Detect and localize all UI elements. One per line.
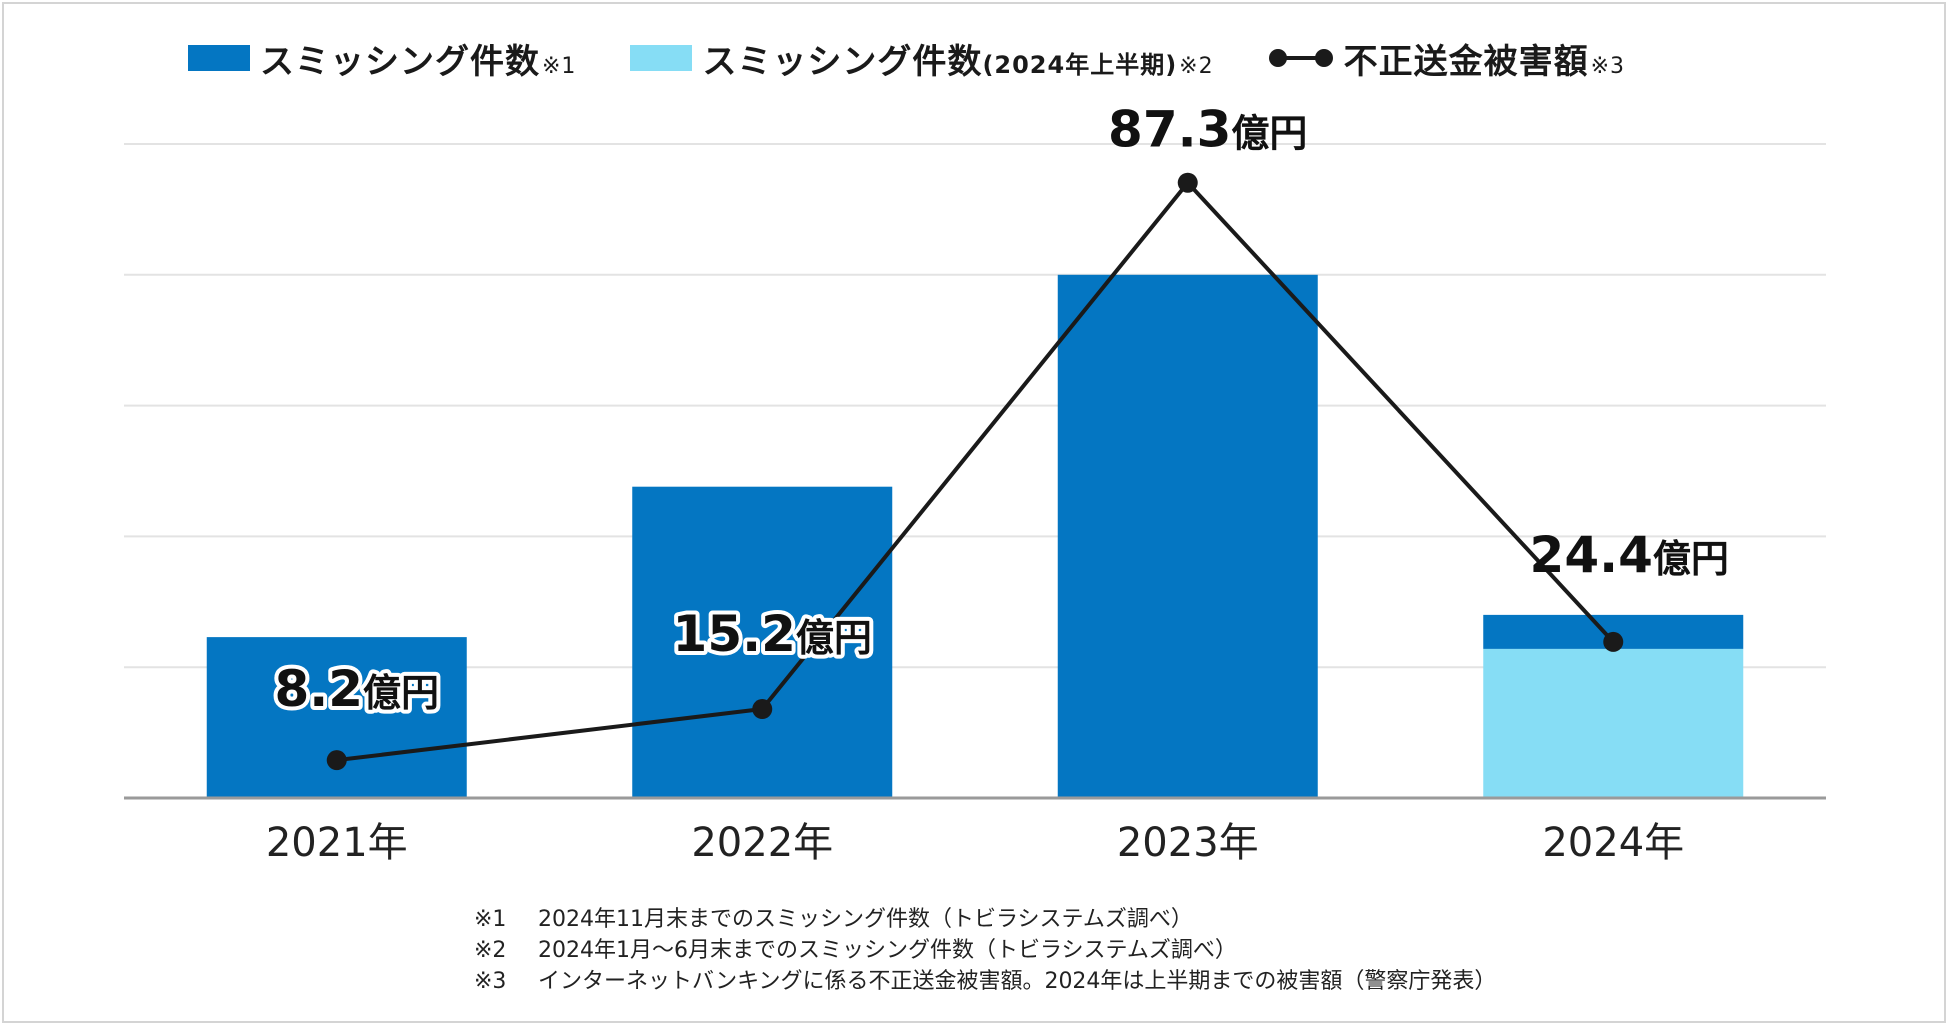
footnote-text: 2024年1月〜6月末までのスミッシング件数（トビラシステムズ調べ）	[538, 938, 1237, 963]
x-tick-label: 2023年	[1117, 820, 1259, 866]
footnotes: ※1 2024年11月末までのスミッシング件数（トビラシステムズ調べ） ※2 2…	[474, 904, 1496, 997]
damage-data-label: 8.2億円	[274, 660, 439, 718]
footnote-row: ※3 インターネットバンキングに係る不正送金被害額。2024年は上半期までの被害…	[474, 966, 1496, 997]
bar-smishing-2024h1	[1483, 648, 1744, 798]
damage-data-label: 87.3億円	[1108, 101, 1307, 159]
legend-label-smishing-2024h1: スミッシング件数(2024年上半期)※2	[702, 34, 1213, 83]
footnote-mark: ※1	[474, 907, 507, 932]
legend-item-smishing-2024h1: スミッシング件数(2024年上半期)※2	[630, 34, 1213, 83]
legend-line-marker-icon	[1268, 49, 1333, 67]
damage-data-label: 24.4億円	[1530, 526, 1729, 584]
footnote-row: ※1 2024年11月末までのスミッシング件数（トビラシステムズ調べ）	[474, 904, 1496, 935]
bar-smishing	[206, 637, 467, 798]
damage-data-label: 15.2億円	[673, 605, 872, 663]
damage-line	[336, 180, 1615, 763]
footnote-text: インターネットバンキングに係る不正送金被害額。2024年は上半期までの被害額（警…	[538, 969, 1497, 994]
legend-note: ※1	[542, 53, 577, 79]
damage-point	[1603, 631, 1624, 652]
legend-note: ※2	[1179, 53, 1214, 79]
legend-paren: (2024年上半期)	[982, 50, 1178, 79]
bar-smishing	[1057, 274, 1318, 798]
x-tick-label: 2024年	[1542, 820, 1684, 866]
legend: スミッシング件数※1 スミッシング件数(2024年上半期)※2 不正送金被害額※…	[188, 34, 1625, 83]
legend-text: スミッシング件数	[260, 41, 540, 82]
footnote-text: 2024年11月末までのスミッシング件数（トビラシステムズ調べ）	[538, 907, 1193, 932]
legend-text: スミッシング件数	[702, 41, 983, 82]
legend-swatch-smishing-2024h1	[630, 45, 693, 71]
legend-note: ※3	[1590, 53, 1626, 79]
x-tick-label: 2021年	[266, 820, 408, 866]
legend-item-smishing: スミッシング件数※1	[188, 34, 576, 83]
x-tick-label: 2022年	[691, 820, 833, 866]
footnote-row: ※2 2024年1月〜6月末までのスミッシング件数（トビラシステムズ調べ）	[474, 935, 1496, 966]
legend-label-smishing: スミッシング件数※1	[260, 34, 576, 83]
legend-label-damage: 不正送金被害額※3	[1344, 34, 1625, 83]
damage-point	[1177, 172, 1198, 193]
footnote-mark: ※2	[474, 938, 507, 963]
damage-point	[326, 750, 347, 771]
legend-text: 不正送金被害額	[1343, 41, 1589, 82]
damage-point	[752, 699, 773, 720]
bar-smishing	[632, 486, 893, 798]
legend-swatch-smishing	[188, 45, 250, 71]
footnote-mark: ※3	[474, 969, 507, 994]
legend-item-damage: 不正送金被害額※3	[1268, 34, 1625, 83]
